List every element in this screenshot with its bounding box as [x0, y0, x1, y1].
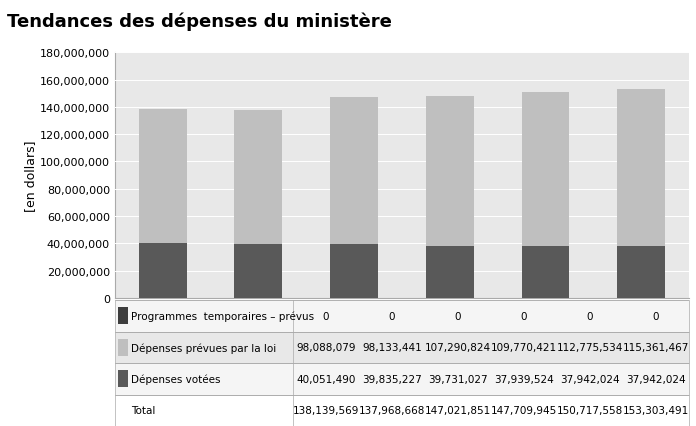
Text: 0: 0 [323, 311, 329, 321]
Bar [115, 300, 689, 332]
Text: 115,361,467: 115,361,467 [623, 343, 689, 352]
Bar [521, 247, 569, 298]
Bar [118, 308, 128, 325]
Text: 40,051,490: 40,051,490 [296, 374, 356, 384]
Y-axis label: [en dollars]: [en dollars] [24, 140, 37, 211]
Text: 98,088,079: 98,088,079 [296, 343, 356, 352]
Text: Total: Total [131, 405, 155, 415]
Bar [118, 370, 128, 388]
Text: 0: 0 [454, 311, 461, 321]
Text: 0: 0 [653, 311, 659, 321]
Bar [139, 244, 187, 298]
Text: 37,939,524: 37,939,524 [494, 374, 554, 384]
Bar [426, 247, 474, 298]
Text: Tendances des dépenses du ministère: Tendances des dépenses du ministère [7, 13, 392, 31]
Text: 153,303,491: 153,303,491 [623, 405, 689, 415]
Text: 147,021,851: 147,021,851 [425, 405, 491, 415]
Bar [115, 394, 689, 426]
Text: 37,942,024: 37,942,024 [560, 374, 620, 384]
Text: 39,835,227: 39,835,227 [362, 374, 422, 384]
Bar [235, 244, 283, 298]
Text: Dépenses prévues par la loi: Dépenses prévues par la loi [131, 342, 276, 353]
Text: 0: 0 [521, 311, 527, 321]
Text: 0: 0 [587, 311, 593, 321]
Bar [330, 98, 378, 244]
Bar [521, 93, 569, 247]
Text: 109,770,421: 109,770,421 [491, 343, 557, 352]
Bar [139, 110, 187, 244]
Bar [235, 110, 283, 244]
Text: Dépenses votées: Dépenses votées [131, 374, 221, 384]
Text: 147,709,945: 147,709,945 [491, 405, 557, 415]
Bar [115, 363, 689, 394]
Text: 0: 0 [388, 311, 395, 321]
Text: 107,290,824: 107,290,824 [425, 343, 491, 352]
Bar [426, 97, 474, 247]
Bar [330, 244, 378, 298]
Text: 150,717,558: 150,717,558 [557, 405, 623, 415]
Text: 39,731,027: 39,731,027 [428, 374, 488, 384]
Bar [118, 339, 128, 356]
Text: 138,139,569: 138,139,569 [293, 405, 359, 415]
Bar [115, 332, 689, 363]
Bar [617, 247, 665, 298]
Text: 112,775,534: 112,775,534 [557, 343, 623, 352]
Bar [617, 89, 665, 247]
Text: 37,942,024: 37,942,024 [626, 374, 686, 384]
Text: 98,133,441: 98,133,441 [362, 343, 422, 352]
Text: 137,968,668: 137,968,668 [358, 405, 425, 415]
Text: Programmes  temporaires – prévus: Programmes temporaires – prévus [131, 311, 314, 321]
